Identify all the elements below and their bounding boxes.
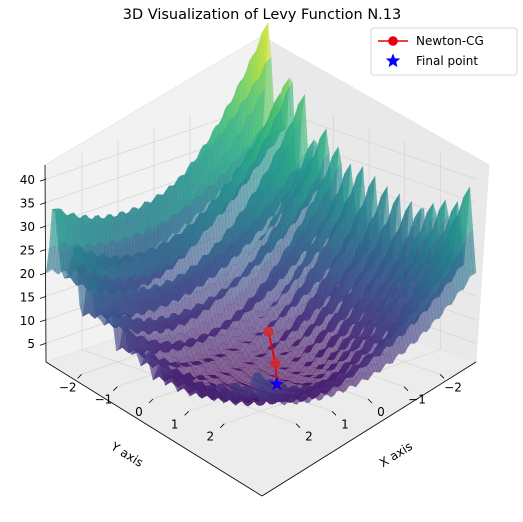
legend: Newton-CG Final point xyxy=(370,27,518,76)
z-tick-mark xyxy=(39,295,47,299)
chart-title: 3D Visualization of Levy Function N.13 xyxy=(123,7,402,23)
z-tick-mark xyxy=(39,272,47,276)
z-tick-label: 30 xyxy=(20,220,35,234)
y-tick-label: −2 xyxy=(59,380,77,394)
z-tick-label: 25 xyxy=(20,243,35,257)
newton-cg-point xyxy=(270,358,281,369)
z-tick-mark xyxy=(39,319,47,323)
y-tick-label: −1 xyxy=(94,393,112,407)
z-tick-label: 10 xyxy=(20,314,35,328)
x-tick-label: −2 xyxy=(444,380,462,394)
z-tick-label: 5 xyxy=(27,337,35,351)
x-tick-label: 2 xyxy=(305,430,313,444)
legend-final-label: Final point xyxy=(416,54,478,68)
x-tick-label: 0 xyxy=(377,405,385,419)
legend-newton-label: Newton-CG xyxy=(416,34,484,48)
z-tick-label: 20 xyxy=(20,267,35,281)
newton-cg-point xyxy=(263,326,274,337)
z-tick-label: 35 xyxy=(20,197,35,211)
z-tick-mark xyxy=(39,342,47,346)
x-tick-label: −1 xyxy=(408,393,426,407)
z-tick-label: 40 xyxy=(20,173,35,187)
y-tick-label: 0 xyxy=(135,405,143,419)
levy-surface xyxy=(45,22,477,407)
y-axis-label: Y axis xyxy=(108,439,146,470)
x-axis-label: X axis xyxy=(377,439,415,470)
legend-newton-marker xyxy=(388,36,398,46)
z-tick-label: 15 xyxy=(20,290,35,304)
z-axis-ticks: 5 10 15 20 25 30 35 40 xyxy=(20,173,47,351)
y-tick-label: 2 xyxy=(207,430,215,444)
x-tick-label: 1 xyxy=(341,417,349,431)
y-tick-label: 1 xyxy=(171,417,179,431)
